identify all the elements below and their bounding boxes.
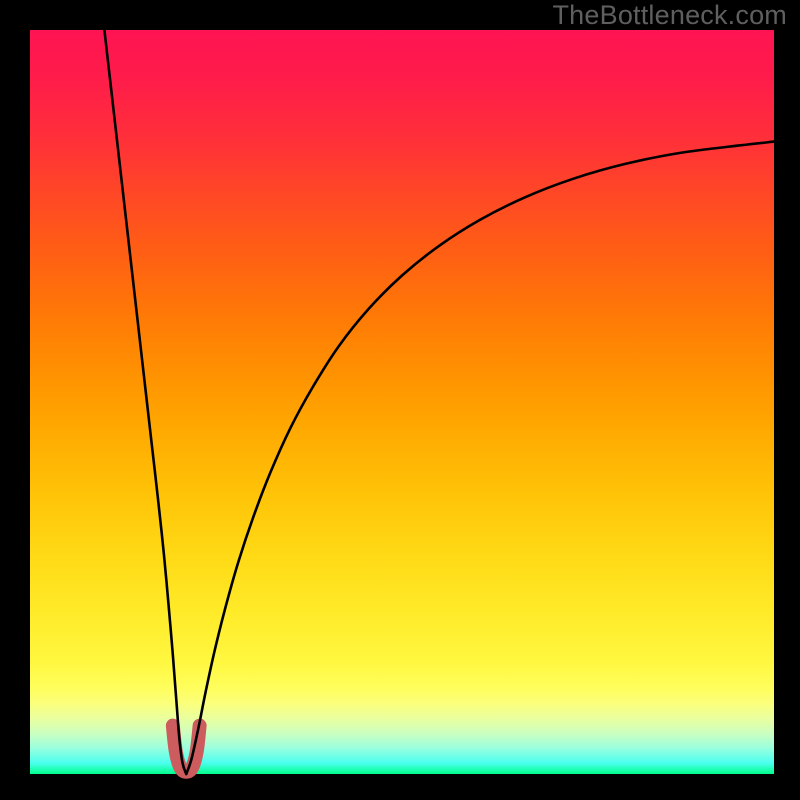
curve-layer [0,0,800,800]
watermark-text: TheBottleneck.com [552,0,787,31]
figure-canvas: TheBottleneck.com [0,0,800,800]
bottleneck-curve-right [186,142,774,774]
trough-marker [173,726,200,772]
bottleneck-curve-left [104,30,186,774]
